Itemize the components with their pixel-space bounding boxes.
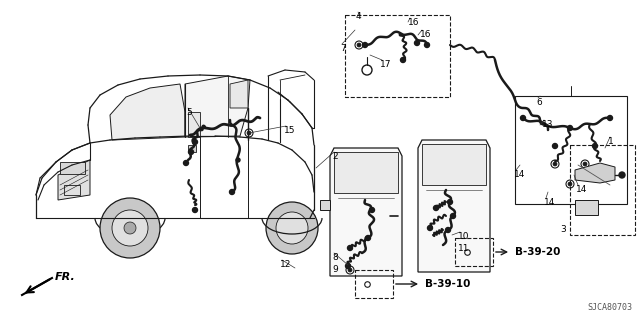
Polygon shape: [58, 160, 90, 200]
Text: 9: 9: [332, 265, 338, 274]
Circle shape: [401, 58, 406, 62]
Text: 13: 13: [542, 120, 554, 129]
Circle shape: [365, 236, 371, 241]
Text: 14: 14: [576, 185, 588, 194]
Circle shape: [428, 226, 433, 230]
Text: 10: 10: [458, 232, 470, 241]
Polygon shape: [575, 200, 598, 215]
Circle shape: [568, 182, 572, 186]
Text: 11: 11: [458, 244, 470, 253]
Text: 3: 3: [560, 225, 566, 234]
Bar: [570, 145, 635, 235]
Text: FR.: FR.: [55, 272, 76, 282]
Bar: [455, 238, 493, 266]
Text: 2: 2: [332, 152, 338, 161]
Text: 8: 8: [332, 253, 338, 262]
Circle shape: [100, 198, 160, 258]
Circle shape: [552, 143, 557, 148]
Circle shape: [348, 245, 353, 251]
Text: 14: 14: [544, 198, 556, 207]
Circle shape: [112, 210, 148, 246]
Text: 17: 17: [380, 60, 392, 69]
Circle shape: [433, 205, 438, 211]
Circle shape: [236, 158, 240, 162]
Circle shape: [451, 213, 456, 219]
Text: 15: 15: [284, 126, 296, 135]
Circle shape: [553, 162, 557, 166]
Text: 6: 6: [536, 98, 541, 107]
Polygon shape: [418, 140, 490, 272]
Circle shape: [568, 125, 573, 131]
Circle shape: [348, 268, 352, 272]
Polygon shape: [575, 163, 615, 183]
Circle shape: [445, 228, 451, 233]
Circle shape: [193, 140, 198, 145]
Circle shape: [357, 43, 361, 47]
Polygon shape: [188, 145, 196, 152]
Circle shape: [447, 199, 452, 204]
Circle shape: [362, 43, 367, 47]
Circle shape: [593, 143, 598, 148]
Text: 16: 16: [408, 18, 419, 27]
Circle shape: [193, 207, 198, 212]
Polygon shape: [110, 84, 185, 140]
Circle shape: [369, 207, 374, 212]
Text: B-39-10: B-39-10: [425, 279, 470, 289]
Polygon shape: [334, 152, 398, 193]
Circle shape: [184, 161, 189, 165]
Circle shape: [583, 162, 587, 166]
Bar: [64, 185, 80, 195]
Polygon shape: [230, 80, 248, 108]
Text: SJCA80703: SJCA80703: [587, 303, 632, 312]
Bar: [515, 96, 627, 204]
Polygon shape: [330, 148, 402, 276]
Text: 14: 14: [514, 170, 525, 179]
Bar: [60, 162, 85, 174]
Polygon shape: [188, 112, 200, 137]
Circle shape: [424, 43, 429, 47]
Circle shape: [266, 202, 318, 254]
Circle shape: [230, 189, 234, 195]
Circle shape: [619, 172, 625, 178]
Circle shape: [124, 222, 136, 234]
Circle shape: [415, 41, 419, 45]
Text: 5: 5: [186, 108, 192, 117]
Text: 1: 1: [608, 137, 614, 146]
Circle shape: [276, 212, 308, 244]
Text: 16: 16: [420, 30, 431, 39]
Text: 4: 4: [356, 12, 362, 21]
Text: B-39-20: B-39-20: [515, 247, 561, 257]
Polygon shape: [185, 76, 250, 137]
Bar: [345, 15, 450, 97]
Polygon shape: [422, 144, 486, 185]
Circle shape: [607, 116, 612, 121]
Text: 12: 12: [280, 260, 291, 269]
Text: 7: 7: [340, 44, 346, 53]
Polygon shape: [320, 200, 330, 210]
Circle shape: [189, 149, 193, 155]
Circle shape: [247, 131, 251, 135]
Circle shape: [520, 116, 525, 121]
Bar: [355, 270, 393, 298]
Circle shape: [346, 263, 351, 268]
